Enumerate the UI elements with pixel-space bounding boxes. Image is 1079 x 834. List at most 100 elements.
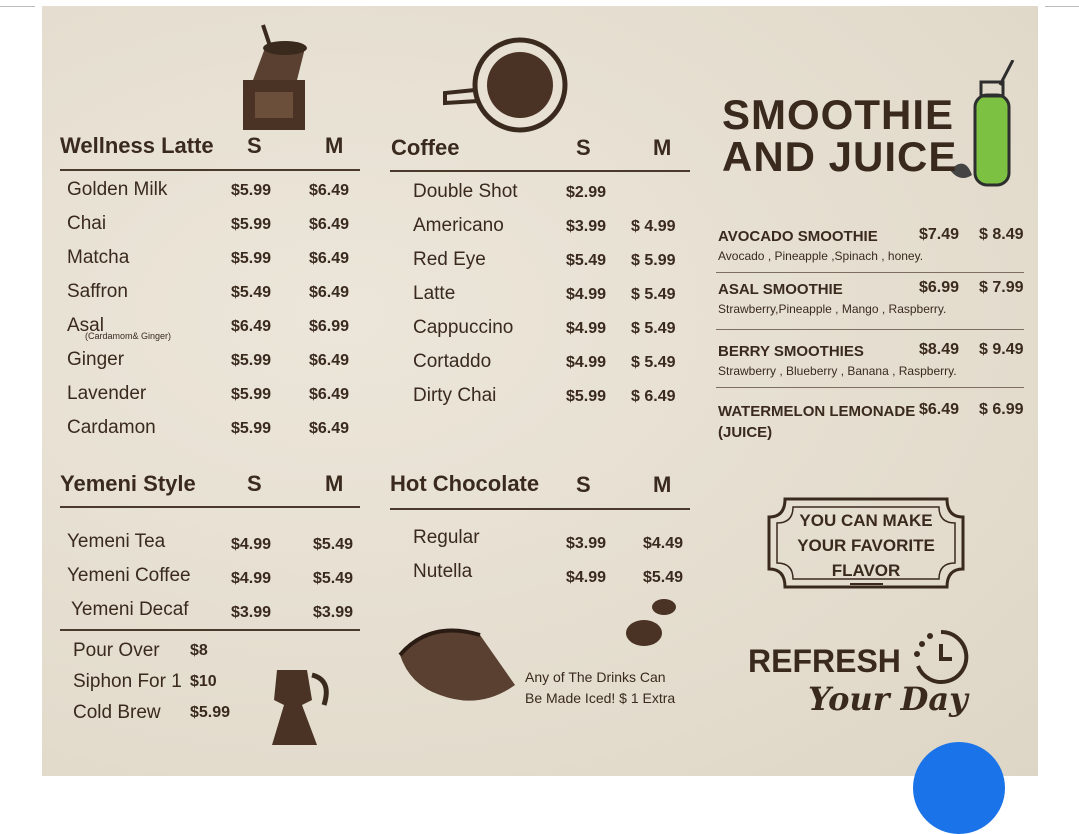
size-m-label: M xyxy=(653,135,672,160)
price-medium: $6.49 xyxy=(309,420,350,437)
price-small: $3.99 xyxy=(231,604,272,621)
price-small: $3.99 xyxy=(566,218,607,235)
price-small: $5.99 xyxy=(231,182,272,199)
price-medium: $ 4.99 xyxy=(631,218,676,235)
floating-action-button[interactable] xyxy=(913,742,1005,834)
menu-item-name: Yemeni Tea xyxy=(67,531,166,552)
size-s-label: S xyxy=(576,135,591,160)
size-m-label: M xyxy=(653,472,672,497)
coffee-beans-icon xyxy=(626,599,676,646)
price-medium: $3.99 xyxy=(313,604,354,621)
menu-item-name: Saffron xyxy=(67,281,128,302)
smoothie-name: WATERMELON LEMONADE xyxy=(718,403,916,420)
price-small: $6.49 xyxy=(231,318,272,335)
price-medium: $6.99 xyxy=(309,318,350,335)
section-title-wellness: Wellness Latte xyxy=(60,133,214,158)
divider xyxy=(1045,6,1079,7)
menu-item-name: Yemeni Coffee xyxy=(67,565,191,586)
moka-pot-icon xyxy=(272,670,329,745)
menu-item-name: Lavender xyxy=(67,383,147,404)
price-small: $6.99 xyxy=(919,279,960,296)
price-medium: $5.49 xyxy=(313,570,354,587)
price-small: $5.99 xyxy=(231,216,272,233)
menu-item-name: Americano xyxy=(413,215,504,236)
iced-note-line2: Be Made Iced! $ 1 Extra xyxy=(525,690,676,706)
divider xyxy=(716,387,1024,388)
size-s-label: S xyxy=(247,471,262,496)
badge-text: YOU CAN MAKE YOUR FAVORITE FLAVOR xyxy=(765,508,967,583)
divider xyxy=(60,506,360,508)
price: $5.99 xyxy=(190,704,231,721)
price-medium: $6.49 xyxy=(309,386,350,403)
juice-bottle-icon xyxy=(950,60,1015,187)
menu-item-name: Regular xyxy=(413,527,480,548)
smoothie-name: ASAL SMOOTHIE xyxy=(718,281,843,298)
price: $8 xyxy=(190,642,208,659)
smoothie-description: (JUICE) xyxy=(718,424,773,441)
size-s-label: S xyxy=(576,472,591,497)
menu-item-name: Yemeni Decaf xyxy=(71,599,189,620)
price-medium: $ 5.99 xyxy=(631,252,676,269)
price-small: $2.99 xyxy=(566,184,607,201)
price-medium: $5.49 xyxy=(643,569,684,586)
price-small: $5.99 xyxy=(566,388,607,405)
badge-frame xyxy=(767,497,965,589)
price-medium: $4.49 xyxy=(643,535,684,552)
price-small: $8.49 xyxy=(919,341,960,358)
divider xyxy=(60,169,360,171)
price-small: $4.99 xyxy=(566,569,607,586)
menu-item-name: Latte xyxy=(413,283,456,304)
price-small: $4.99 xyxy=(566,354,607,371)
price-medium: $6.49 xyxy=(309,250,350,267)
price-small: $4.99 xyxy=(231,570,272,587)
smoothie-title-line2: AND JUICE xyxy=(722,133,958,180)
price-medium: $ 5.49 xyxy=(631,320,676,337)
price-medium: $ 9.49 xyxy=(979,341,1024,358)
price-small: $5.49 xyxy=(231,284,272,301)
price-small: $5.99 xyxy=(231,352,272,369)
size-m-label: M xyxy=(325,471,344,496)
menu-item-name: Cold Brew xyxy=(73,702,161,723)
price-medium: $6.49 xyxy=(309,284,350,301)
menu-item-name: Asal xyxy=(67,315,104,336)
price-small: $4.99 xyxy=(231,536,272,553)
coffee-grinder-icon xyxy=(243,24,307,130)
menu-item-note: (Cardamom& Ginger) xyxy=(85,331,172,341)
size-s-label: S xyxy=(247,133,262,158)
price-medium: $ 6.99 xyxy=(979,401,1024,418)
section-title-coffee: Coffee xyxy=(391,135,460,160)
price-medium: $5.49 xyxy=(313,536,354,553)
price-small: $3.99 xyxy=(566,535,607,552)
clock-icon xyxy=(914,629,969,684)
coffee-bean-sack-icon xyxy=(398,628,515,701)
coffee-cup-icon xyxy=(443,37,568,133)
divider xyxy=(390,170,690,172)
price-medium: $ 7.99 xyxy=(979,279,1024,296)
badge-line3: FLAVOR xyxy=(831,561,901,580)
price-medium: $ 5.49 xyxy=(631,354,676,371)
divider xyxy=(390,508,690,510)
price-medium: $ 8.49 xyxy=(979,226,1024,243)
smoothie-name: AVOCADO SMOOTHIE xyxy=(718,228,878,245)
price-small: $7.49 xyxy=(919,226,960,243)
price-small: $4.99 xyxy=(566,286,607,303)
iced-note-line1: Any of The Drinks Can xyxy=(525,669,666,685)
slogan-refresh: REFRESH xyxy=(748,643,901,679)
badge-line1: YOU CAN MAKE xyxy=(799,511,933,530)
divider xyxy=(716,329,1024,330)
price-medium: $6.49 xyxy=(309,352,350,369)
price-small: $5.49 xyxy=(566,252,607,269)
menu-item-name: Matcha xyxy=(67,247,130,268)
menu-page xyxy=(42,6,1038,776)
section-title-hot-chocolate: Hot Chocolate xyxy=(390,471,540,496)
size-m-label: M xyxy=(325,133,344,158)
price-small: $6.49 xyxy=(919,401,960,418)
smoothie-description: Strawberry , Blueberry , Banana , Raspbe… xyxy=(718,364,957,378)
smoothie-description: Avocado , Pineapple ,Spinach , honey. xyxy=(718,249,924,263)
divider xyxy=(716,272,1024,273)
price-medium: $6.49 xyxy=(309,182,350,199)
price-small: $5.99 xyxy=(231,386,272,403)
price-medium: $ 5.49 xyxy=(631,286,676,303)
menu-item-name: Red Eye xyxy=(413,249,486,270)
price-small: $4.99 xyxy=(566,320,607,337)
